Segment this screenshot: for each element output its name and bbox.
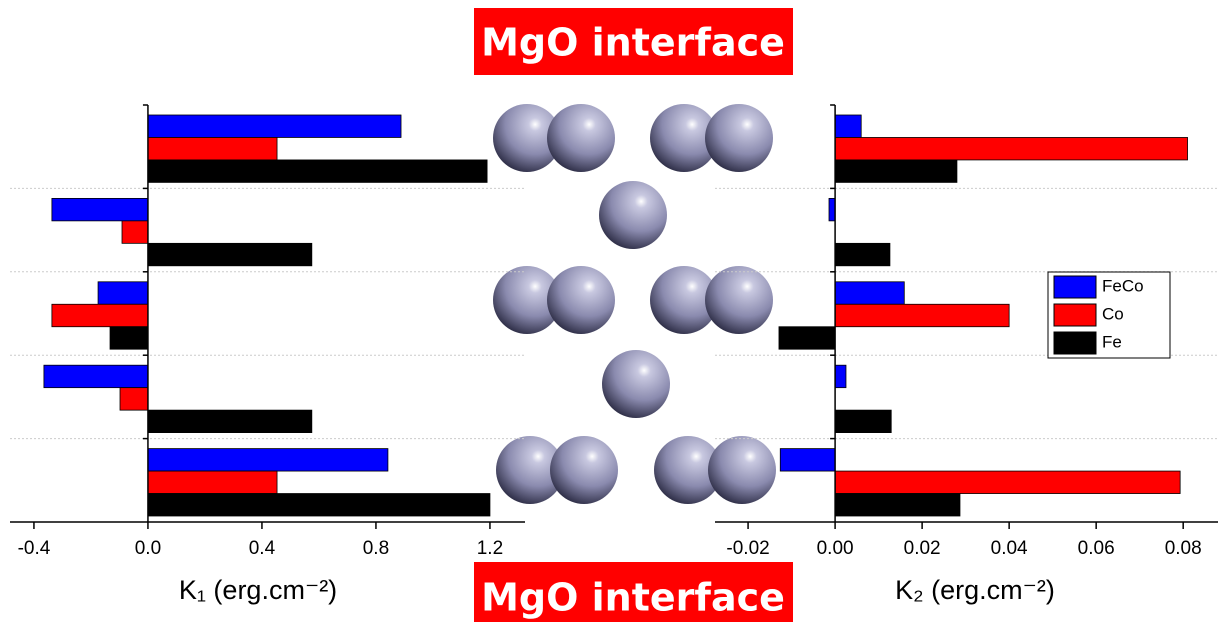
annotation: MgO interface [481,21,785,65]
atom [599,181,667,249]
x-tick-label: 0.02 [904,538,941,559]
legend-swatch [1053,303,1097,327]
bar [43,364,149,389]
atom [705,266,773,334]
x-tick-label: 0.0 [135,538,161,559]
bar [834,281,905,305]
x-tick-label: 0.8 [363,538,389,559]
bar [834,159,958,183]
bar [147,137,278,161]
atom [708,436,776,504]
annotation-box [474,8,793,75]
bar [147,159,488,183]
atom [493,104,561,172]
bar [147,114,402,138]
atom [493,266,561,334]
atoms [493,104,776,504]
bar [147,242,313,267]
legend-swatch [1053,331,1097,355]
atom [602,350,670,418]
x-tick-label: 0.4 [249,538,276,559]
bar [834,470,1181,494]
bar [109,326,149,350]
x-axis-label: K₂ (erg.cm⁻²) [895,575,1055,605]
bar [834,364,847,389]
atom [496,436,564,504]
bar [834,303,1010,328]
bar [147,409,313,433]
bar [834,493,961,517]
x-tick-label: 0.06 [1078,538,1115,559]
atom [650,104,718,172]
x-axis-label: K₁ (erg.cm⁻²) [179,575,337,605]
atom [654,436,722,504]
bar [97,281,149,305]
bar [834,137,1188,161]
atom [547,104,615,172]
legend-label: Co [1102,304,1124,323]
bar [834,409,892,433]
bar [121,220,149,244]
x-tick-label: 0.08 [1165,538,1202,559]
bar [147,448,389,472]
x-tick-label: -0.02 [726,538,769,559]
bar [147,493,491,517]
atom [547,266,615,334]
legend-label: Fe [1102,332,1122,351]
bar [834,114,862,138]
atom [650,266,718,334]
x-tick-label: 0.00 [817,538,854,559]
bar [834,242,891,267]
x-tick-label: -0.4 [18,538,51,559]
bar [51,303,149,328]
legend-swatch [1053,275,1097,299]
legend: FeCo Co Fe [1047,271,1171,359]
x-tick-label: 1.2 [477,538,503,559]
annotation: MgO interface [481,576,785,620]
bar [778,326,836,350]
x-tick-label: 0.04 [991,538,1028,559]
atom [550,436,618,504]
annotation-box [474,562,793,622]
bar [828,197,836,222]
bar [119,387,149,411]
bar [51,197,149,222]
bar [779,448,836,472]
legend-label: FeCo [1102,276,1144,295]
bar [147,470,278,494]
atom [705,104,773,172]
